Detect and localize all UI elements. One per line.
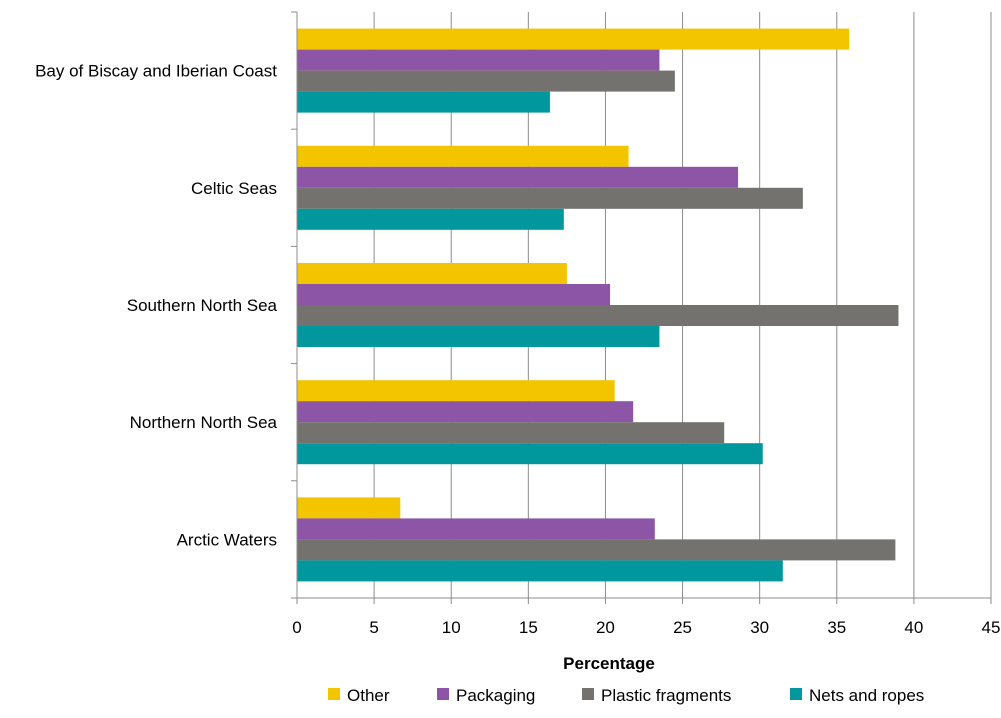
legend: Other Packaging Plastic fragments Nets and … <box>328 686 924 705</box>
legend-label: Nets and ropes <box>809 686 924 705</box>
bar-plastic-fragments <box>297 539 896 561</box>
x-tick-label: 45 <box>982 618 1001 637</box>
legend-swatch <box>437 688 449 700</box>
x-tick-label: 30 <box>750 618 769 637</box>
bar-other <box>297 380 615 402</box>
bar-nets-and-ropes <box>297 443 763 465</box>
legend-label: Packaging <box>456 686 535 705</box>
x-tick-label: 40 <box>904 618 923 637</box>
bar-plastic-fragments <box>297 70 675 92</box>
legend-swatch <box>790 688 802 700</box>
x-tick-label: 25 <box>673 618 692 637</box>
y-category-label: Northern North Sea <box>130 413 278 432</box>
bar-plastic-fragments <box>297 422 725 444</box>
bar-nets-and-ropes <box>297 560 783 582</box>
bar-nets-and-ropes <box>297 326 660 347</box>
bar-plastic-fragments <box>297 187 803 209</box>
legend-swatch <box>582 688 594 700</box>
x-tick-label: 20 <box>596 618 615 637</box>
bars <box>297 28 899 582</box>
legend-swatch <box>328 688 340 700</box>
bar-other <box>297 263 567 284</box>
bar-other <box>297 145 629 167</box>
bar-packaging <box>297 518 655 540</box>
bar-nets-and-ropes <box>297 91 550 113</box>
bar-other <box>297 497 401 519</box>
y-category-label: Bay of Biscay and Iberian Coast <box>35 62 277 81</box>
y-category-label: Celtic Seas <box>191 179 277 198</box>
bar-nets-and-ropes <box>297 208 564 230</box>
bar-packaging <box>297 166 739 188</box>
bar-packaging <box>297 49 660 71</box>
x-tick-label: 15 <box>519 618 538 637</box>
legend-label: Other <box>347 686 390 705</box>
bar-other <box>297 28 850 50</box>
axes <box>291 11 992 604</box>
x-axis-title: Percentage <box>563 654 655 673</box>
y-category-label: Arctic Waters <box>177 530 277 549</box>
bar-packaging <box>297 284 611 305</box>
bar-plastic-fragments <box>297 305 899 326</box>
x-tick-label: 0 <box>292 618 301 637</box>
legend-label: Plastic fragments <box>601 686 731 705</box>
x-tick-label: 35 <box>827 618 846 637</box>
x-tick-label: 10 <box>442 618 461 637</box>
bar-packaging <box>297 401 634 423</box>
x-tick-label: 5 <box>369 618 378 637</box>
axis-labels: 0 5 10 15 20 25 30 35 40 45 Bay of Biscay and Iber… <box>35 62 1000 637</box>
y-category-label: Southern North Sea <box>127 296 278 315</box>
